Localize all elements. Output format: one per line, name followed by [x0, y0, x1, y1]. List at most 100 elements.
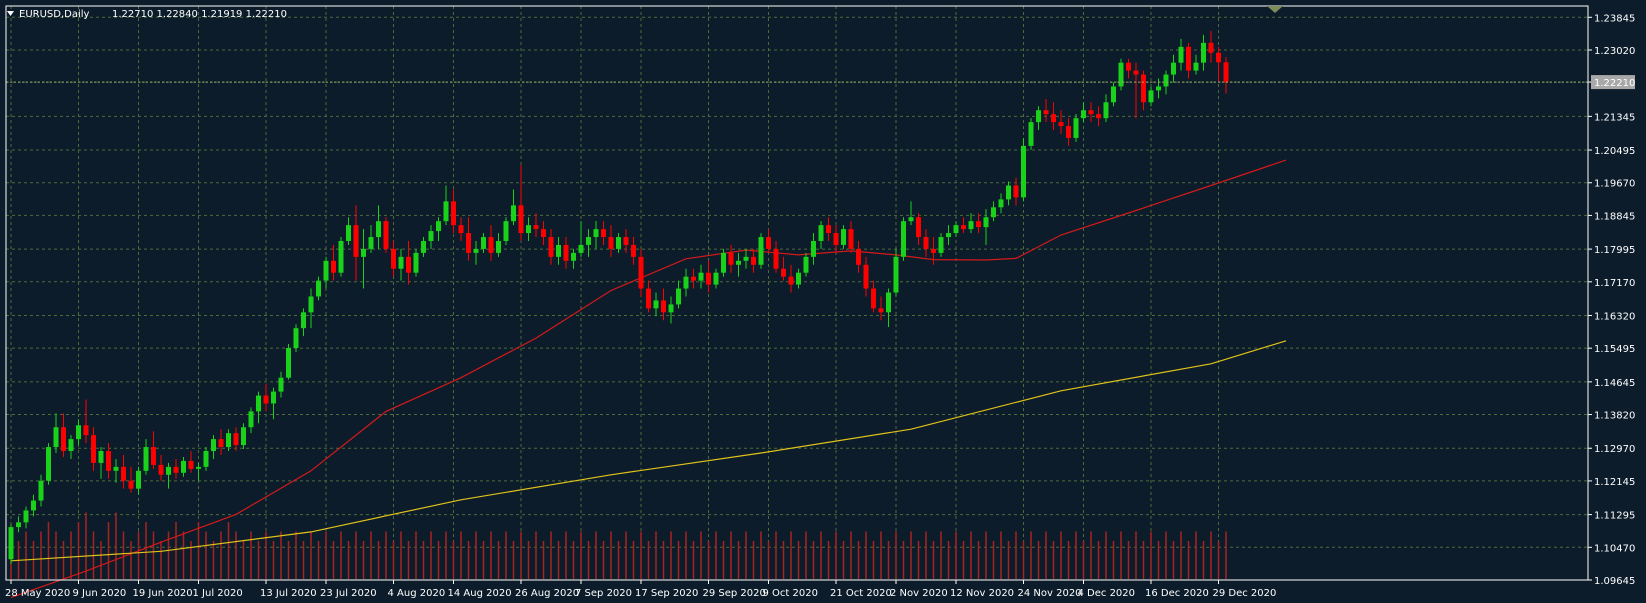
candle[interactable] [413, 248, 419, 277]
candle[interactable] [23, 506, 29, 529]
candle[interactable] [473, 240, 479, 265]
candle[interactable] [683, 268, 689, 297]
candle[interactable] [796, 268, 801, 289]
candle[interactable] [1043, 99, 1049, 123]
price-axis[interactable]: 1.23845 1.23020 1.22210 1.21345 1.20495 1.196… [1588, 13, 1635, 587]
candle[interactable] [616, 233, 621, 253]
candle[interactable] [1096, 106, 1101, 127]
candle[interactable] [496, 233, 501, 257]
candle[interactable] [676, 280, 681, 309]
candle[interactable] [346, 217, 351, 245]
candle[interactable] [1201, 34, 1206, 71]
candle[interactable] [563, 237, 569, 269]
candle[interactable] [1171, 54, 1176, 83]
candle[interactable] [698, 264, 704, 289]
candle[interactable] [451, 189, 456, 234]
candle[interactable] [1021, 137, 1026, 202]
candle[interactable] [908, 201, 914, 226]
candle[interactable] [886, 288, 891, 327]
candle[interactable] [8, 524, 14, 564]
chart-shift-marker-icon[interactable] [1267, 6, 1283, 13]
candle[interactable] [278, 371, 284, 398]
candle[interactable] [1081, 102, 1086, 123]
candle[interactable] [151, 431, 156, 469]
candle[interactable] [976, 213, 981, 234]
candle[interactable] [998, 193, 1004, 214]
candle[interactable] [203, 447, 209, 471]
candle[interactable] [631, 237, 636, 265]
candle[interactable] [248, 407, 254, 434]
candle[interactable] [1103, 94, 1109, 123]
candle[interactable] [1118, 58, 1124, 91]
candle[interactable] [953, 221, 959, 238]
candle[interactable] [781, 256, 786, 281]
candle[interactable] [38, 474, 44, 507]
candle[interactable] [863, 256, 869, 297]
candle[interactable] [226, 429, 231, 452]
candle[interactable] [871, 280, 876, 313]
candle[interactable] [946, 225, 951, 245]
candle[interactable] [53, 413, 59, 453]
candle[interactable] [571, 248, 576, 269]
candle[interactable] [1051, 102, 1056, 131]
candle[interactable] [376, 205, 381, 249]
candle[interactable] [713, 268, 719, 289]
candle[interactable] [1133, 62, 1139, 119]
candle[interactable] [436, 217, 441, 241]
candle[interactable] [428, 225, 434, 249]
candle[interactable] [511, 189, 516, 226]
candle[interactable] [256, 391, 261, 424]
candle[interactable] [758, 233, 764, 269]
candle[interactable] [856, 240, 861, 273]
candle[interactable] [608, 225, 614, 257]
candle[interactable] [1141, 70, 1146, 111]
candle[interactable] [353, 205, 359, 281]
candle[interactable] [586, 229, 591, 257]
candle[interactable] [961, 217, 966, 234]
candle[interactable] [1058, 110, 1064, 134]
candle[interactable] [113, 458, 119, 483]
candle[interactable] [383, 217, 389, 253]
candle[interactable] [818, 221, 824, 249]
candle[interactable] [518, 165, 524, 241]
candle[interactable] [728, 244, 734, 273]
candle[interactable] [233, 427, 239, 452]
candle[interactable] [421, 237, 426, 257]
candle[interactable] [638, 248, 644, 297]
candle[interactable] [98, 447, 104, 479]
candle[interactable] [916, 213, 921, 245]
candle[interactable] [833, 225, 839, 253]
candle[interactable] [1178, 38, 1184, 71]
candle[interactable] [173, 458, 179, 479]
candle[interactable] [166, 462, 171, 489]
candle[interactable] [1066, 118, 1071, 146]
candle[interactable] [121, 454, 126, 489]
candle[interactable] [653, 292, 659, 317]
candle[interactable] [803, 252, 809, 277]
candle[interactable] [398, 248, 404, 281]
candle[interactable] [241, 423, 246, 450]
candle[interactable] [1208, 30, 1214, 63]
candle[interactable] [1036, 106, 1041, 131]
candle[interactable] [556, 237, 561, 265]
candlesticks[interactable] [8, 30, 1229, 564]
candle[interactable] [391, 240, 396, 277]
time-axis[interactable]: 28 May 2020 9 Jun 2020 19 Jun 2020 1 Jul 20… [5, 580, 1276, 599]
candle[interactable] [593, 221, 599, 249]
candle[interactable] [293, 324, 299, 352]
candle[interactable] [136, 466, 141, 495]
candle[interactable] [361, 229, 366, 289]
candle[interactable] [1223, 57, 1229, 94]
candle[interactable] [751, 248, 756, 273]
candle[interactable] [218, 429, 224, 455]
candle[interactable] [331, 244, 336, 281]
candle[interactable] [706, 260, 711, 293]
candle[interactable] [968, 213, 974, 234]
candle[interactable] [68, 435, 74, 459]
candle[interactable] [1073, 114, 1079, 142]
candle[interactable] [766, 229, 771, 253]
candle[interactable] [811, 233, 816, 265]
candle[interactable] [1088, 102, 1094, 123]
candle[interactable] [271, 387, 276, 420]
